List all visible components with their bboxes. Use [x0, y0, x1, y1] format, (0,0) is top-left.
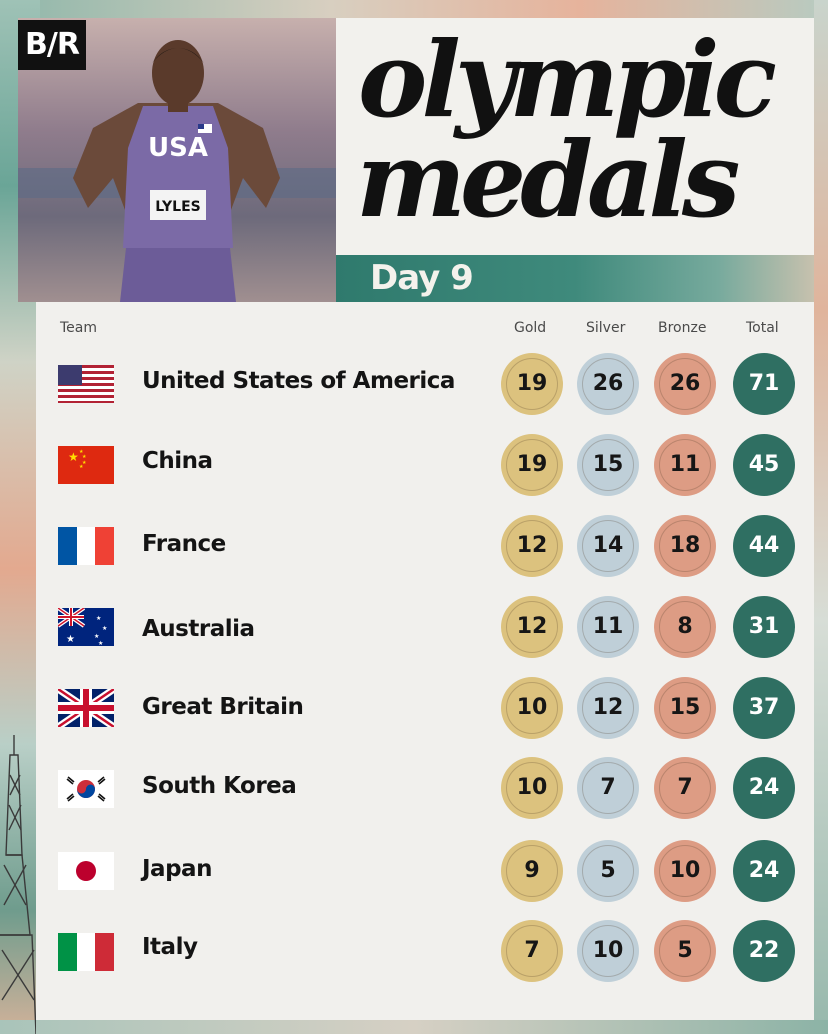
silver-count: 10 — [577, 920, 639, 982]
table-row: France 12 14 18 44 — [36, 506, 814, 586]
table-row: Great Britain 10 12 15 37 — [36, 668, 814, 748]
silver-count: 7 — [577, 757, 639, 819]
gold-count: 10 — [501, 677, 563, 739]
svg-text:★: ★ — [102, 625, 107, 632]
background-bottom-strip — [0, 1020, 828, 1034]
header-gold: Gold — [514, 320, 547, 336]
day-label: Day 9 — [370, 258, 474, 298]
silver-count: 14 — [577, 515, 639, 577]
table-row: South Korea 10 7 7 24 — [36, 748, 814, 828]
japan-flag-icon — [58, 852, 114, 890]
background-right-strip — [814, 0, 828, 1034]
gold-count: 9 — [501, 840, 563, 902]
title-panel — [336, 18, 814, 255]
silver-count: 5 — [577, 840, 639, 902]
bronze-count: 15 — [654, 677, 716, 739]
table-row: Japan 9 5 10 24 — [36, 830, 814, 910]
total-count: 37 — [733, 677, 795, 739]
svg-text:★: ★ — [96, 615, 101, 622]
header-team: Team — [60, 320, 98, 336]
gold-count: 12 — [501, 596, 563, 658]
athlete-photo: USA LYLES — [18, 18, 336, 302]
total-count: 24 — [733, 840, 795, 902]
total-count: 22 — [733, 920, 795, 982]
bronze-count: 18 — [654, 515, 716, 577]
title-line-2: medals — [356, 118, 740, 241]
great-britain-flag-icon — [58, 689, 114, 727]
bronze-count: 8 — [654, 596, 716, 658]
usa-flag-icon — [58, 365, 114, 403]
svg-text:★: ★ — [94, 633, 99, 640]
country-name: China — [142, 448, 213, 474]
day-banner — [336, 255, 814, 302]
table-row: United States of America 19 26 26 71 — [36, 342, 814, 422]
eiffel-tower-icon — [0, 735, 36, 1034]
background-top-strip — [0, 0, 828, 18]
table-row: Italy 7 10 5 22 — [36, 912, 814, 992]
bronze-count: 26 — [654, 353, 716, 415]
total-count: 44 — [733, 515, 795, 577]
table-row: ★ ★ ★ ★ ★ Australia 12 11 8 31 — [36, 587, 814, 667]
svg-text:★: ★ — [68, 450, 79, 464]
gold-count: 19 — [501, 434, 563, 496]
total-count: 71 — [733, 353, 795, 415]
silver-count: 15 — [577, 434, 639, 496]
svg-text:★: ★ — [79, 449, 84, 455]
table-row: ★ ★ ★ ★ ★ China 19 15 11 45 — [36, 424, 814, 504]
bronze-count: 11 — [654, 434, 716, 496]
svg-text:★: ★ — [66, 634, 75, 645]
bronze-count: 10 — [654, 840, 716, 902]
header-silver: Silver — [586, 320, 626, 336]
gold-count: 7 — [501, 920, 563, 982]
country-name: Australia — [142, 616, 255, 642]
china-flag-icon: ★ ★ ★ ★ ★ — [58, 446, 114, 484]
total-count: 24 — [733, 757, 795, 819]
total-count: 31 — [733, 596, 795, 658]
total-count: 45 — [733, 434, 795, 496]
country-name: Great Britain — [142, 694, 304, 720]
country-name: Japan — [142, 856, 212, 882]
italy-flag-icon — [58, 933, 114, 971]
silver-count: 12 — [577, 677, 639, 739]
country-name: Italy — [142, 934, 198, 960]
header-total: Total — [746, 320, 779, 336]
south-korea-flag-icon — [58, 770, 114, 808]
svg-text:★: ★ — [82, 454, 87, 460]
header-bronze: Bronze — [658, 320, 707, 336]
france-flag-icon — [58, 527, 114, 565]
gold-count: 10 — [501, 757, 563, 819]
bleacher-report-logo: B/R — [18, 20, 86, 70]
country-name: United States of America — [142, 368, 455, 394]
bronze-count: 5 — [654, 920, 716, 982]
gold-count: 12 — [501, 515, 563, 577]
title-line-1: olympic — [358, 18, 777, 141]
bronze-count: 7 — [654, 757, 716, 819]
svg-text:★: ★ — [79, 464, 84, 470]
silver-count: 26 — [577, 353, 639, 415]
gold-count: 19 — [501, 353, 563, 415]
country-name: South Korea — [142, 773, 297, 799]
bib-text: LYLES — [155, 199, 200, 215]
country-name: France — [142, 531, 226, 557]
australia-flag-icon: ★ ★ ★ ★ ★ — [58, 608, 114, 646]
svg-text:★: ★ — [82, 460, 87, 466]
jersey-text: USA — [148, 133, 208, 163]
silver-count: 11 — [577, 596, 639, 658]
svg-text:★: ★ — [98, 640, 103, 646]
